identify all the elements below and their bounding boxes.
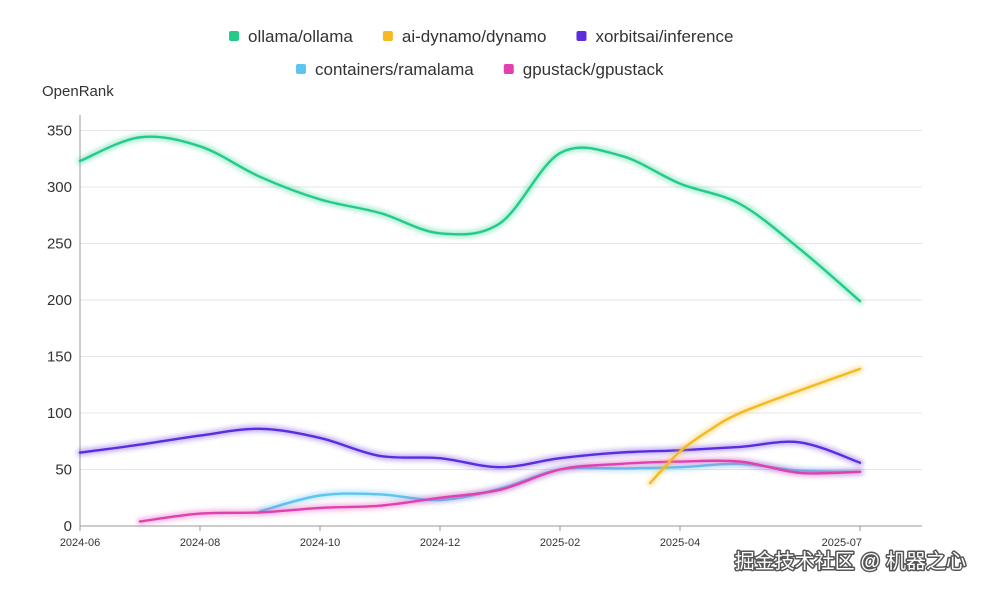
legend-swatch [382, 31, 393, 41]
y-tick-label: 300 [47, 179, 72, 196]
x-tick-label: 2024-06 [60, 537, 100, 549]
y-tick-label: 150 [47, 349, 72, 366]
x-tick-label: 2025-04 [660, 537, 700, 549]
series-ai-dynamo-dynamo [646, 365, 864, 487]
series-line [78, 427, 862, 469]
x-tick-label: 2025-02 [540, 537, 580, 549]
legend-label: ai-dynamo/dynamo [402, 27, 547, 46]
series-ollama-ollama [76, 133, 864, 305]
series-line [78, 135, 862, 303]
legend-label: gpustack/gpustack [523, 60, 664, 79]
watermark-text: 掘金技术社区 @ 机器之心 [735, 550, 966, 573]
legend-item: ai-dynamo/dynamo [382, 27, 547, 46]
y-tick-label: 200 [47, 292, 72, 309]
x-tick-label: 2024-12 [420, 537, 460, 549]
series-line [138, 459, 862, 523]
legend-label: ollama/ollama [248, 27, 353, 46]
legend-swatch [503, 64, 514, 74]
series-line [648, 367, 862, 485]
grid [80, 130, 922, 470]
legend-swatch [296, 64, 306, 74]
legend-swatch [229, 31, 239, 41]
legend: ollama/ollama ai-dynamo/dynamo xorbitsai/i… [229, 27, 733, 79]
y-tick-label: 350 [47, 123, 72, 140]
legend-item: xorbitsai/inference [576, 27, 733, 46]
y-axis-ticks: 0 50 100 150 200 250 300 350 [47, 123, 72, 536]
legend-item: ollama/ollama [229, 27, 353, 46]
y-tick-label: 0 [64, 518, 72, 535]
y-tick-label: 50 [55, 462, 72, 479]
x-tick-label: 2024-10 [300, 537, 340, 549]
axes [79, 115, 922, 527]
series-lines [76, 133, 864, 525]
y-tick-label: 100 [47, 405, 72, 422]
x-tick-label: 2024-08 [180, 537, 220, 549]
series-gpustack-gpustack [136, 457, 864, 525]
y-tick-label: 250 [47, 236, 72, 253]
legend-item: containers/ramalama [296, 60, 474, 79]
legend-item: gpustack/gpustack [503, 60, 664, 79]
legend-swatch [576, 31, 587, 41]
series-glow [76, 133, 864, 305]
x-axis-ticks: 2024-06 2024-08 2024-10 2024-12 2025-02 2025-… [60, 526, 862, 549]
x-tick-label: 2025-07 [822, 537, 862, 549]
watermark: 掘金技术社区 @ 机器之心 [733, 549, 967, 575]
series-xorbitsai-inference [76, 425, 864, 471]
legend-label: xorbitsai/inference [595, 27, 733, 46]
legend-label: containers/ramalama [315, 60, 474, 79]
y-axis-label: OpenRank [42, 83, 114, 100]
